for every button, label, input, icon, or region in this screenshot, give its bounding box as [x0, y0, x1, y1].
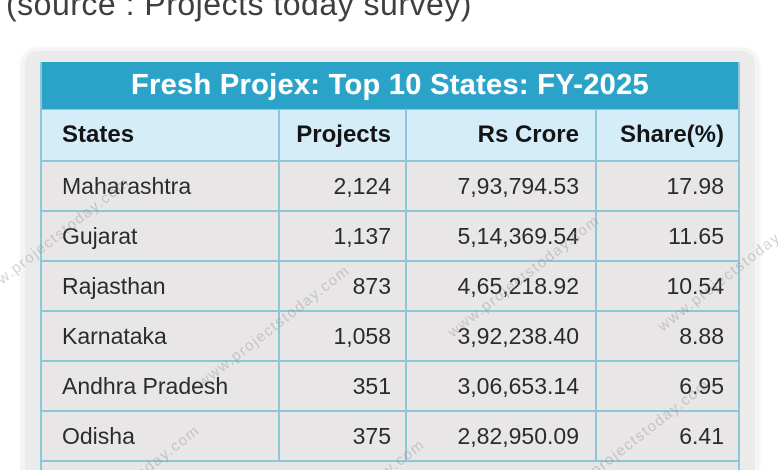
projects-cell: 2,124	[278, 162, 405, 210]
column-header-states: States	[62, 121, 135, 148]
table-row: Odisha 375 2,82,950.09 6.41	[42, 410, 738, 460]
table-row: Gujarat 1,137 5,14,369.54 11.65	[42, 210, 738, 260]
table-row: Andhra Pradesh 351 3,06,653.14 6.95	[42, 360, 738, 410]
rscrore-cell: 2,82,950.09	[405, 412, 595, 460]
projects-cell: 873	[278, 262, 405, 310]
rscrore-cell: 4,65,218.92	[405, 262, 595, 310]
table-title: Fresh Projex: Top 10 States: FY-2025	[131, 69, 649, 101]
state-cell: Rajasthan	[62, 272, 166, 299]
rscrore-cell: 3,06,653.14	[405, 362, 595, 410]
state-cell: Gujarat	[62, 222, 138, 249]
share-cell: 10.54	[595, 262, 738, 310]
column-header-projects: Projects	[278, 110, 405, 160]
share-cell: 17.98	[595, 162, 738, 210]
truncated-table-row	[42, 460, 738, 470]
projects-cell: 351	[278, 362, 405, 410]
projects-cell: 375	[278, 412, 405, 460]
source-caption: (source : Projects today survey)	[6, 0, 472, 22]
table-header-row: States Projects Rs Crore Share(%)	[42, 110, 738, 160]
share-cell: 6.41	[595, 412, 738, 460]
column-header-rscrore: Rs Crore	[405, 110, 595, 160]
column-header-share: Share(%)	[595, 110, 738, 160]
rscrore-cell: 3,92,238.40	[405, 312, 595, 360]
state-cell: Maharashtra	[62, 172, 192, 199]
rscrore-cell: 7,93,794.53	[405, 162, 595, 210]
state-cell: Karnataka	[62, 322, 167, 349]
state-cell: Andhra Pradesh	[62, 372, 229, 399]
table-row: Karnataka 1,058 3,92,238.40 8.88	[42, 310, 738, 360]
state-cell: Odisha	[62, 422, 135, 449]
share-cell: 11.65	[595, 212, 738, 260]
projects-cell: 1,137	[278, 212, 405, 260]
rscrore-cell: 5,14,369.54	[405, 212, 595, 260]
table-row: Maharashtra 2,124 7,93,794.53 17.98	[42, 160, 738, 210]
states-table: Fresh Projex: Top 10 States: FY-2025 Sta…	[40, 62, 740, 470]
table-row: Rajasthan 873 4,65,218.92 10.54	[42, 260, 738, 310]
projects-cell: 1,058	[278, 312, 405, 360]
table-title-bar: Fresh Projex: Top 10 States: FY-2025	[42, 62, 738, 110]
share-cell: 8.88	[595, 312, 738, 360]
share-cell: 6.95	[595, 362, 738, 410]
